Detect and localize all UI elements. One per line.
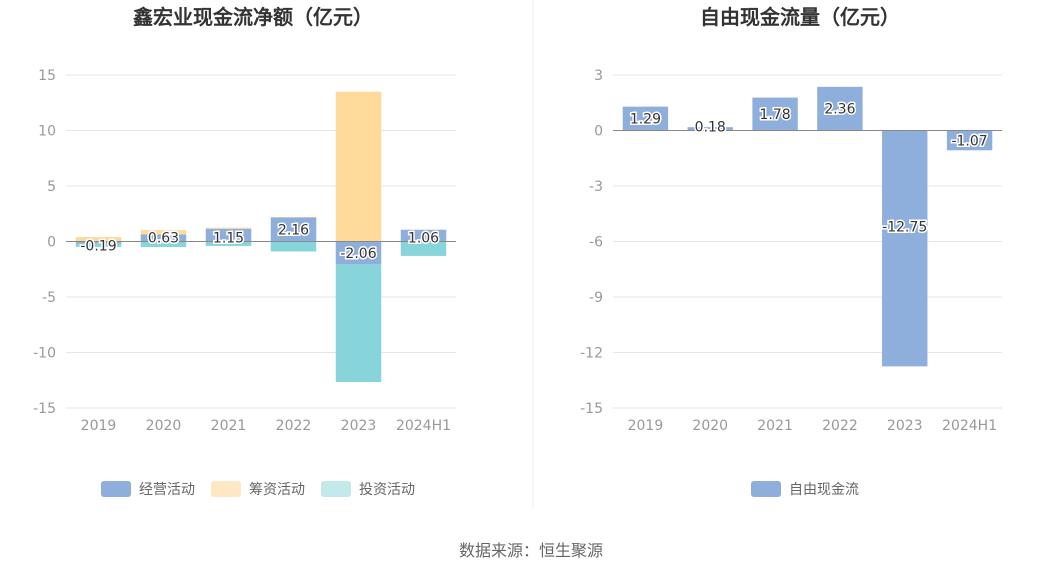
bar-0-s1-1 [140,230,187,235]
bar-1-s0-3 [817,86,863,131]
data-label: -12.75 [882,220,927,236]
bar-0-s0-5 [400,229,447,242]
legend-swatch[interactable] [751,481,781,497]
legend-label[interactable]: 经营活动 [139,482,195,498]
data-label: 2.16 [278,223,309,239]
bar-0-s0-2 [205,228,252,242]
data-label: 1.15 [213,231,244,247]
x-tick-label: 2022 [822,418,858,434]
bar-0-s2-5 [400,241,447,256]
x-tick-label: 2020 [692,418,728,434]
chart-left: 15 10 5 0 -5 -10 -15 2019 2020 2021 2022 2023 2024H1… [33,68,456,498]
bar-0-s1-2 [205,227,252,229]
legend-label[interactable]: 自由现金流 [789,482,859,498]
bar-1-s0-2 [752,97,798,131]
x-tick-label: 2023 [341,418,377,434]
bar-0-s2-1 [140,241,187,248]
data-label: 1.78 [759,107,790,123]
x-tick-label: 2020 [146,418,182,434]
x-tick-label: 2021 [211,418,247,434]
bar-0-s2-4 [335,264,382,383]
bar-1-s0-5 [946,130,993,151]
y-tick-label: 15 [38,68,56,84]
x-tick-label: 2024H1 [942,418,997,434]
y-tick-label: -15 [33,401,56,417]
bar-0-s0-0 [75,241,122,244]
x-tick-label: 2022 [276,418,312,434]
chart-right: 3 0 -3 -6 -9 -12 -15 2019 2020 2021 2022 2023 2024H1… [580,68,1002,498]
y-tick-label: 3 [594,68,603,84]
data-label: 2.36 [824,102,855,118]
y-tick-label: -3 [589,179,603,195]
bar-0-s2-0 [75,243,122,247]
data-label: 1.29 [630,112,661,128]
legend-label[interactable]: 筹资活动 [249,481,305,498]
legend-swatch[interactable] [101,481,131,497]
bar-0-s0-3 [270,217,317,242]
y-tick-label: -10 [33,346,56,362]
y-tick-label: -15 [580,401,603,417]
legend-label[interactable]: 投资活动 [359,482,415,498]
y-tick-label: 0 [47,235,56,251]
bar-0-s2-2 [205,241,252,246]
y-tick-label: -9 [589,290,603,306]
data-label: -2.06 [340,246,376,262]
data-label: -0.19 [80,239,116,255]
x-tick-label: 2019 [81,418,117,434]
data-label: 1.06 [408,231,439,247]
legend-swatch[interactable] [211,481,241,497]
chart-title-left: 鑫宏业现金流净额（亿元） [133,5,373,29]
x-tick-label: 2021 [757,418,793,434]
y-tick-label: -5 [42,290,56,306]
data-label: 0.18 [695,120,726,136]
y-tick-label: 5 [47,179,56,195]
x-tick-label: 2024H1 [396,418,451,434]
y-tick-label: -6 [589,235,603,251]
y-tick-label: -12 [580,346,603,362]
bar-1-s0-0 [622,106,669,131]
bar-0-s1-0 [75,237,122,242]
data-label: -1.07 [951,133,987,149]
bar-0-s0-1 [140,234,187,242]
source-note: 数据来源：恒生聚源 [459,541,603,560]
y-tick-label: 10 [38,124,56,140]
x-tick-label: 2019 [628,418,664,434]
x-tick-label: 2023 [887,418,923,434]
legend-swatch[interactable] [321,481,351,497]
bar-1-s0-1 [687,127,733,131]
y-tick-label: 0 [594,124,603,140]
bar-0-s0-4 [335,241,382,265]
bar-1-s0-4 [882,130,928,367]
bar-0-s1-4 [335,91,382,242]
bar-0-s2-3 [270,241,317,252]
chart-title-right: 自由现金流量（亿元） [700,5,900,29]
data-label: 0.63 [148,231,179,247]
bar-0-s1-3 [270,216,317,218]
